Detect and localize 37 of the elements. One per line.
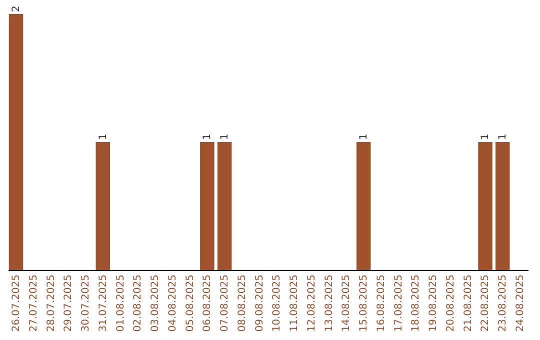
x-tick-label: 08.08.2025 xyxy=(236,274,248,332)
x-tick-label: 05.08.2025 xyxy=(184,274,196,332)
data-label: 2 xyxy=(10,6,22,12)
x-tick-label: 18.08.2025 xyxy=(410,274,422,332)
x-tick-label: 31.07.2025 xyxy=(98,274,109,332)
x-tick-label: 24.08.2025 xyxy=(515,274,526,332)
x-tick-label: 27.07.2025 xyxy=(28,274,40,332)
data-label: 1 xyxy=(480,134,492,140)
x-tick-label: 22.08.2025 xyxy=(480,274,492,332)
data-label: 1 xyxy=(358,134,370,140)
x-tick-label: 20.08.2025 xyxy=(445,274,456,332)
x-tick-label: 30.07.2025 xyxy=(80,274,92,332)
data-label: 1 xyxy=(220,134,231,140)
x-tick-label: 11.08.2025 xyxy=(289,274,300,332)
x-tick-label: 10.08.2025 xyxy=(272,274,283,332)
x-tick-label: 09.08.2025 xyxy=(254,274,266,332)
x-tick-label: 07.08.2025 xyxy=(220,274,231,332)
x-tick-label: 03.08.2025 xyxy=(150,274,162,332)
x-tick-label: 04.08.2025 xyxy=(167,274,178,332)
x-tick-label: 01.08.2025 xyxy=(115,274,126,332)
x-tick-label: 12.08.2025 xyxy=(306,274,318,332)
x-tick-label: 17.08.2025 xyxy=(393,274,404,332)
data-label: 1 xyxy=(98,134,109,140)
x-tick-label: 14.08.2025 xyxy=(341,274,352,332)
data-label: 1 xyxy=(202,134,214,140)
x-tick-label: 29.07.2025 xyxy=(63,274,74,332)
x-tick-label: 15.08.2025 xyxy=(358,274,370,332)
x-tick-label: 13.08.2025 xyxy=(324,274,335,332)
x-tick-label: 21.08.2025 xyxy=(462,274,474,332)
x-tick-label: 26.07.2025 xyxy=(10,274,22,332)
x-tick-label: 28.07.2025 xyxy=(46,274,57,332)
x-tick-label: 23.08.2025 xyxy=(498,274,509,332)
x-tick-label: 06.08.2025 xyxy=(202,274,214,332)
x-tick-label: 02.08.2025 xyxy=(132,274,144,332)
data-label: 1 xyxy=(498,134,509,140)
x-tick-label: 16.08.2025 xyxy=(376,274,387,332)
x-tick-label: 19.08.2025 xyxy=(428,274,440,332)
